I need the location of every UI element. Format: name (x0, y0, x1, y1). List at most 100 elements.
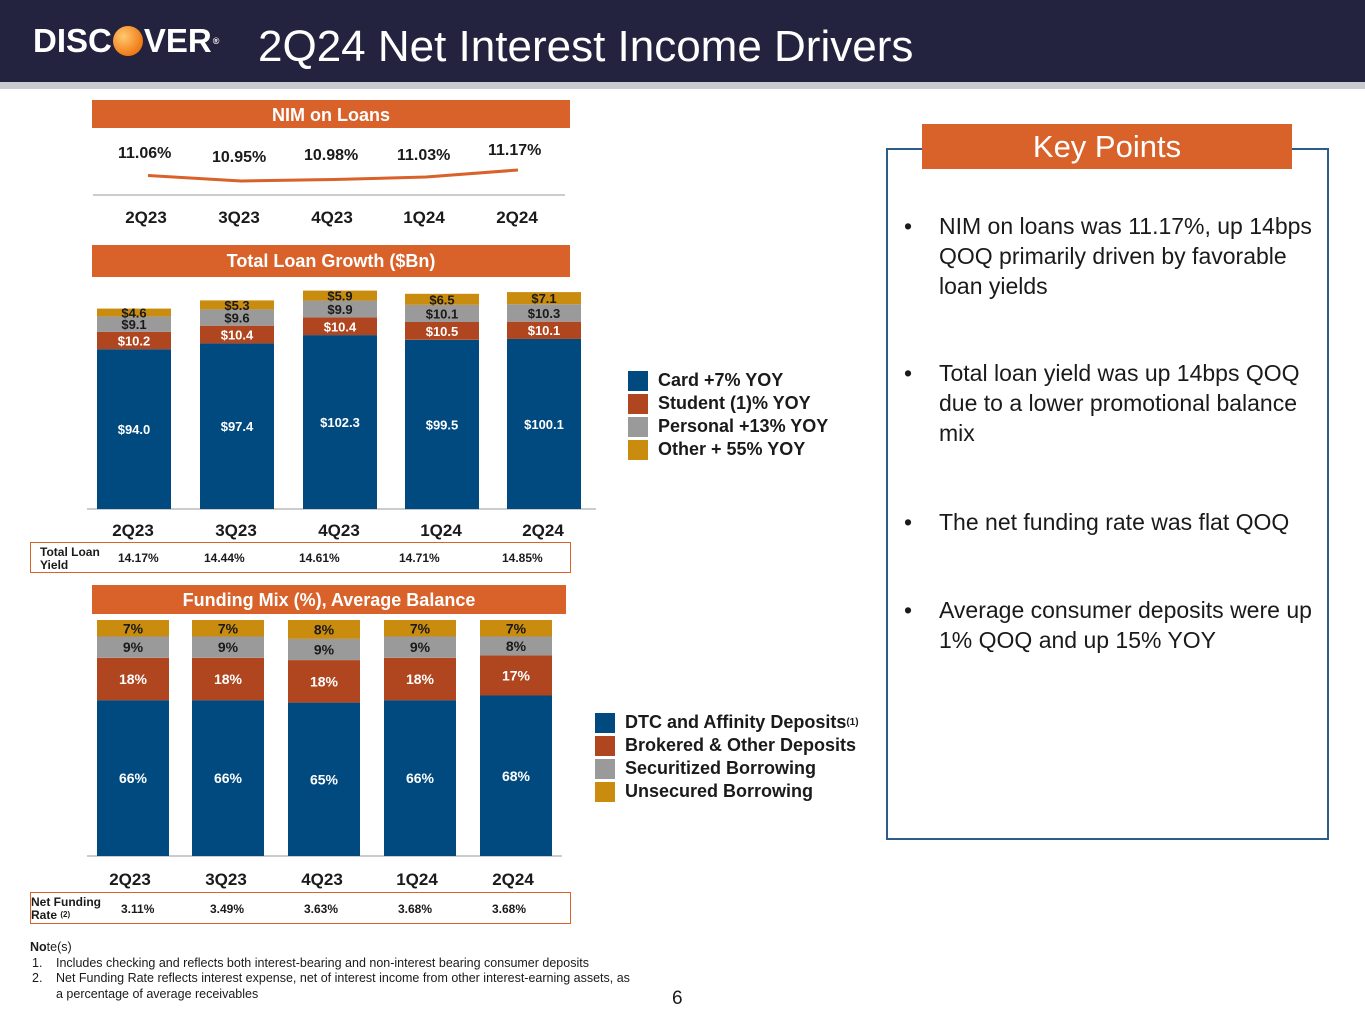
loan-label-card-1q24: $99.5 (426, 417, 459, 432)
header-rule (0, 82, 1365, 89)
funding-label-dtc-3q23: 66% (214, 770, 243, 786)
key-point-2: • Total loan yield was up 14bps QOQ due t… (904, 358, 1324, 448)
funding-legend-label-brokered: Brokered & Other Deposits (625, 735, 857, 755)
funding-legend-item-dtc: DTC and Affinity Deposits (1) (595, 711, 859, 734)
loan-label-card-4q23: $102.3 (320, 415, 360, 430)
funding-rate-box (30, 892, 571, 924)
key-point-3-text: The net funding rate was flat QOQ (939, 509, 1290, 535)
key-points-title: Key Points (922, 124, 1292, 169)
loan-label-student-3q23: $10.4 (221, 328, 254, 343)
loan-label-personal-2q23: $9.1 (121, 317, 146, 332)
loan-yield-2q23: 14.17% (118, 551, 159, 565)
loan-label-student-4q23: $10.4 (324, 319, 357, 334)
funding-label-securitized-3q23: 9% (218, 639, 239, 655)
funding-bar-unsecured-2q23 (97, 620, 169, 637)
nim-label-1q24: 11.03% (397, 147, 451, 164)
loan-tick-3q23: 3Q23 (215, 521, 257, 540)
loan-bar-card-4q23 (303, 335, 377, 509)
loan-label-card-3q23: $97.4 (221, 419, 254, 434)
funding-label-brokered-2q23: 18% (119, 671, 148, 687)
loan-tick-4q23: 4Q23 (318, 521, 360, 540)
key-point-2-text: Total loan yield was up 14bps QOQ due to… (939, 360, 1300, 446)
funding-bar-brokered-3q23 (192, 657, 264, 701)
funding-label-brokered-3q23: 18% (214, 671, 243, 687)
funding-bar-brokered-1q24 (384, 657, 456, 701)
loan-yield-label-line2: Yield (40, 558, 69, 572)
loan-yield-1q24: 14.71% (399, 551, 440, 565)
loan-label-student-1q24: $10.5 (426, 324, 459, 339)
funding-bar-securitized-2q24 (480, 636, 552, 656)
funding-rate-2q24: 3.68% (492, 902, 527, 916)
funding-label-dtc-4q23: 65% (310, 771, 339, 787)
loan-bar-personal-2q23 (97, 316, 171, 332)
loan-label-other-2q24: $7.1 (531, 291, 556, 306)
funding-label-dtc-1q24: 66% (406, 770, 435, 786)
loan-label-card-2q24: $100.1 (524, 417, 564, 432)
nim-title-band: NIM on Loans (92, 100, 570, 128)
loan-bar-student-3q23 (200, 325, 274, 344)
notes-title: Note(s) (30, 940, 630, 956)
loan-legend-swatch-other (628, 439, 648, 460)
loan-bar-other-4q23 (303, 290, 377, 301)
funding-bar-securitized-4q23 (288, 638, 360, 661)
loan-legend-item-personal: Personal +13% YOY (628, 415, 828, 438)
loan-legend: Card +7% YOY Student (1)% YOY Personal +… (628, 369, 828, 461)
funding-legend-swatch-securitized (595, 758, 615, 779)
loan-bar-personal-1q24 (405, 304, 479, 322)
funding-legend: DTC and Affinity Deposits (1) Brokered & … (595, 711, 859, 803)
funding-rate-1q24: 3.68% (398, 902, 433, 916)
funding-legend-label-securitized: Securitized Borrowing (625, 758, 817, 778)
funding-label-brokered-1q24: 18% (406, 671, 435, 687)
loan-label-personal-3q23: $9.6 (224, 311, 249, 326)
bullet-mark: • (904, 597, 913, 623)
bullet-mark: • (904, 213, 913, 239)
funding-rate-label-line2: Rate (2) (31, 909, 70, 921)
nim-label-2q24: 11.17% (488, 142, 542, 159)
funding-legend-item-unsecured: Unsecured Borrowing (595, 780, 859, 803)
loan-yield-box (30, 542, 571, 573)
funding-bar-unsecured-1q24 (384, 620, 456, 637)
loan-legend-label-card: Card +7% YOY (658, 370, 784, 390)
loan-bar-other-2q23 (97, 308, 171, 317)
nim-label-2q23: 11.06% (118, 145, 172, 162)
discover-logo: DISC VER ® (33, 22, 219, 60)
loan-label-personal-1q24: $10.1 (426, 306, 459, 321)
loan-bar-personal-2q24 (507, 304, 581, 322)
loan-tick-2q24: 2Q24 (522, 521, 564, 540)
funding-bar-securitized-1q24 (384, 636, 456, 658)
bullet-mark: • (904, 509, 913, 535)
funding-legend-item-securitized: Securitized Borrowing (595, 757, 859, 780)
loan-tick-1q24: 1Q24 (420, 521, 462, 540)
note-2-text: Net Funding Rate reflects interest expen… (56, 971, 630, 1001)
funding-tick-3q23: 3Q23 (205, 870, 247, 889)
nim-label-3q23: 10.95% (212, 149, 267, 166)
key-point-3: • The net funding rate was flat QOQ (904, 507, 1324, 537)
loan-legend-item-student: Student (1)% YOY (628, 392, 828, 415)
notes-title-rest: te(s) (46, 940, 72, 954)
funding-label-unsecured-2q23: 7% (123, 620, 144, 636)
loan-bar-card-2q23 (97, 349, 171, 509)
loan-bar-personal-3q23 (200, 309, 274, 326)
funding-tick-1q24: 1Q24 (396, 870, 438, 889)
funding-rate-footnote-ref: (2) (60, 910, 71, 919)
loan-legend-item-card: Card +7% YOY (628, 369, 828, 392)
loan-legend-swatch-card (628, 370, 648, 391)
key-point-1-text: NIM on loans was 11.17%, up 14bps QOQ pr… (939, 213, 1312, 299)
loan-bar-card-1q24 (405, 339, 479, 510)
loan-label-other-4q23: $5.9 (327, 289, 352, 304)
loan-legend-swatch-student (628, 393, 648, 414)
loan-legend-item-other: Other + 55% YOY (628, 438, 828, 461)
bullet-mark: • (904, 360, 913, 386)
note-1-text: Includes checking and reflects both inte… (56, 955, 589, 970)
loan-bar-other-3q23 (200, 300, 274, 310)
funding-legend-swatch-unsecured (595, 781, 615, 802)
footnotes: Note(s) 1. Includes checking and reflects… (30, 940, 630, 1002)
loan-legend-label-student: Student (1)% YOY (658, 393, 811, 413)
funding-legend-swatch-brokered (595, 735, 615, 756)
funding-rate-2q23: 3.11% (121, 902, 155, 916)
funding-bar-unsecured-4q23 (288, 620, 360, 639)
loan-bar-student-2q24 (507, 321, 581, 339)
nim-tick-2q23: 2Q23 (125, 208, 167, 227)
logo-text-b: VER (143, 22, 212, 59)
funding-bar-securitized-2q23 (97, 636, 169, 658)
